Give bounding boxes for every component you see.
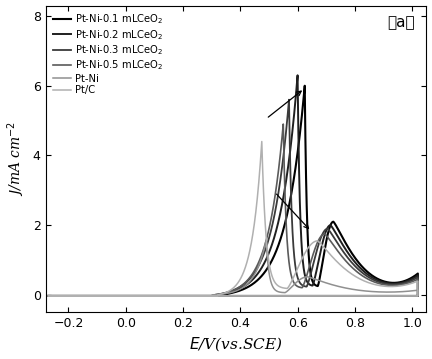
Line: Pt-Ni: Pt-Ni	[48, 241, 418, 296]
Pt-Ni-0.2 mLCeO$_2$	[289, 131, 295, 135]
Pt-Ni	[245, 281, 251, 286]
Legend: Pt-Ni-0.1 mLCeO$_2$, Pt-Ni-0.2 mLCeO$_2$, Pt-Ni-0.3 mLCeO$_2$, Pt-Ni-0.5 mLCeO$_: Pt-Ni-0.1 mLCeO$_2$, Pt-Ni-0.2 mLCeO$_2$…	[51, 10, 165, 97]
Pt-Ni-0.1 mLCeO$_2$	[46, 294, 51, 298]
Pt-Ni-0.2 mLCeO$_2$	[301, 261, 306, 266]
Pt-Ni-0.2 mLCeO$_2$	[46, 294, 51, 298]
Pt/C	[269, 271, 274, 275]
Pt-Ni	[264, 239, 269, 243]
Pt-Ni-0.1 mLCeO$_2$	[407, 277, 412, 281]
Pt-Ni-0.3 mLCeO$_2$	[286, 98, 292, 102]
Pt-Ni-0.1 mLCeO$_2$	[302, 84, 307, 88]
X-axis label: $E$/V(vs.SCE): $E$/V(vs.SCE)	[189, 336, 283, 354]
Pt/C	[46, 294, 51, 298]
Pt/C	[259, 139, 264, 144]
Pt-Ni-0.5 mLCeO$_2$	[168, 294, 173, 298]
Pt/C	[244, 260, 249, 265]
Line: Pt-Ni-0.2 mLCeO$_2$: Pt-Ni-0.2 mLCeO$_2$	[48, 75, 418, 296]
Pt-Ni-0.1 mLCeO$_2$	[274, 248, 279, 253]
Pt/C	[405, 282, 410, 286]
Pt-Ni-0.5 mLCeO$_2$	[406, 281, 411, 285]
Pt-Ni-0.5 mLCeO$_2$	[276, 167, 281, 171]
Line: Pt-Ni-0.1 mLCeO$_2$: Pt-Ni-0.1 mLCeO$_2$	[48, 86, 418, 296]
Pt-Ni-0.1 mLCeO$_2$	[330, 220, 335, 224]
Pt/C	[46, 294, 51, 298]
Pt-Ni-0.5 mLCeO$_2$	[288, 269, 293, 273]
Text: （a）: （a）	[388, 15, 415, 30]
Pt-Ni-0.5 mLCeO$_2$	[257, 257, 263, 261]
Line: Pt-Ni-0.5 mLCeO$_2$: Pt-Ni-0.5 mLCeO$_2$	[48, 124, 418, 296]
Pt-Ni-0.3 mLCeO$_2$	[406, 279, 411, 284]
Line: Pt/C: Pt/C	[48, 141, 418, 296]
Pt-Ni-0.1 mLCeO$_2$	[307, 263, 312, 267]
Pt-Ni-0.3 mLCeO$_2$	[281, 149, 286, 153]
Pt/C	[314, 239, 319, 243]
Pt-Ni-0.2 mLCeO$_2$	[268, 246, 273, 251]
Pt/C	[170, 294, 175, 298]
Pt/C	[256, 180, 261, 184]
Pt-Ni-0.3 mLCeO$_2$	[324, 227, 329, 231]
Pt-Ni	[260, 253, 265, 257]
Pt-Ni-0.5 mLCeO$_2$	[281, 122, 286, 126]
Pt-Ni	[46, 294, 51, 298]
Pt-Ni-0.2 mLCeO$_2$	[46, 294, 51, 298]
Pt-Ni-0.3 mLCeO$_2$	[168, 294, 173, 298]
Pt-Ni-0.3 mLCeO$_2$	[46, 294, 51, 298]
Pt-Ni-0.3 mLCeO$_2$	[261, 251, 267, 256]
Pt-Ni-0.2 mLCeO$_2$	[407, 278, 412, 283]
Pt-Ni-0.3 mLCeO$_2$	[293, 265, 298, 269]
Pt-Ni-0.5 mLCeO$_2$	[321, 232, 327, 236]
Y-axis label: $J$/mA cm$^{-2}$: $J$/mA cm$^{-2}$	[6, 121, 27, 196]
Pt-Ni	[270, 285, 276, 289]
Pt-Ni-0.2 mLCeO$_2$	[327, 223, 332, 228]
Pt-Ni	[166, 294, 171, 298]
Pt-Ni-0.2 mLCeO$_2$	[295, 73, 300, 78]
Pt-Ni-0.1 mLCeO$_2$	[172, 294, 177, 298]
Pt-Ni-0.1 mLCeO$_2$	[296, 139, 302, 143]
Line: Pt-Ni-0.3 mLCeO$_2$: Pt-Ni-0.3 mLCeO$_2$	[48, 100, 418, 296]
Pt-Ni-0.5 mLCeO$_2$	[46, 294, 51, 298]
Pt-Ni-0.2 mLCeO$_2$	[170, 294, 175, 298]
Pt-Ni	[304, 275, 309, 279]
Pt-Ni-0.5 mLCeO$_2$	[46, 294, 51, 298]
Pt-Ni-0.1 mLCeO$_2$	[46, 294, 51, 298]
Pt-Ni	[404, 289, 409, 294]
Pt-Ni-0.3 mLCeO$_2$	[46, 294, 51, 298]
Pt-Ni	[46, 294, 51, 298]
